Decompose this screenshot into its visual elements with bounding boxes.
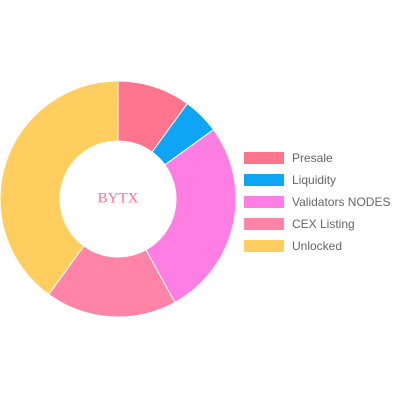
legend-swatch bbox=[244, 196, 284, 208]
legend-item-cex-listing[interactable]: CEX Listing bbox=[244, 213, 390, 235]
legend-swatch bbox=[244, 218, 284, 230]
legend-label: CEX Listing bbox=[292, 217, 355, 231]
legend-item-liquidity[interactable]: Liquidity bbox=[244, 169, 390, 191]
legend-item-presale[interactable]: Presale bbox=[244, 147, 390, 169]
legend-item-validators-nodes[interactable]: Validators NODES bbox=[244, 191, 390, 213]
legend-swatch bbox=[244, 240, 284, 252]
slice-validators-nodes[interactable] bbox=[145, 128, 237, 304]
slice-unlocked[interactable] bbox=[0, 80, 119, 296]
legend-label: Liquidity bbox=[292, 173, 337, 187]
center-label: BYTX bbox=[98, 190, 139, 206]
donut-slices bbox=[0, 80, 237, 318]
legend-item-unlocked[interactable]: Unlocked bbox=[244, 235, 390, 257]
legend-swatch bbox=[244, 174, 284, 186]
chart-legend: Presale Liquidity Validators NODES CEX List… bbox=[244, 147, 390, 257]
legend-label: Validators NODES bbox=[292, 195, 391, 209]
legend-swatch bbox=[244, 152, 284, 164]
legend-label: Presale bbox=[292, 151, 333, 165]
legend-label: Unlocked bbox=[292, 239, 343, 253]
